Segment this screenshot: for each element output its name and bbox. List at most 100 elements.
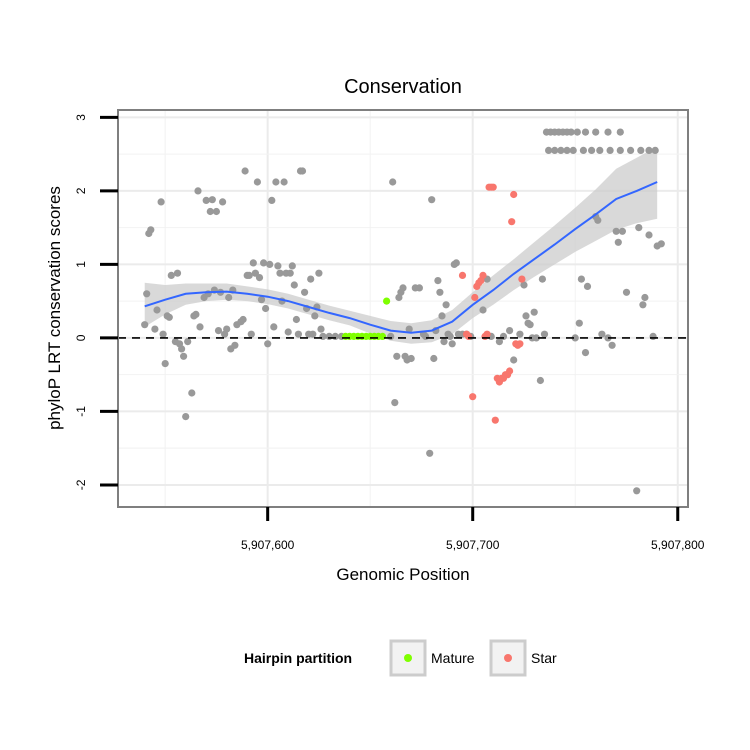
data-point-other <box>571 334 579 342</box>
data-point-other <box>616 128 624 136</box>
data-point-other <box>569 146 577 154</box>
data-point-other <box>257 296 266 304</box>
data-point-other <box>249 259 257 267</box>
data-point-other <box>391 399 399 407</box>
data-point-other <box>506 327 514 335</box>
data-point-other <box>551 146 559 154</box>
data-point-other <box>161 360 169 368</box>
y-axis-title: phyloP LRT conservation scores <box>45 186 64 430</box>
data-point-other <box>583 282 592 290</box>
data-point-other <box>594 216 602 224</box>
legend-label-mature: Mature <box>431 650 475 666</box>
data-point-other <box>606 146 614 154</box>
x-tick-label: 5,907,600 <box>241 538 295 552</box>
data-point-other <box>262 304 270 313</box>
data-point-other <box>452 259 460 267</box>
data-point-other <box>434 277 442 285</box>
data-point-other <box>592 128 600 136</box>
data-point-other <box>182 413 190 421</box>
data-point-other <box>270 323 278 331</box>
data-point-other <box>272 178 280 186</box>
data-point-other <box>165 313 173 321</box>
data-point-other <box>188 389 196 397</box>
data-point-other <box>274 262 282 270</box>
data-point-other <box>538 275 547 283</box>
data-point-other <box>290 281 298 289</box>
data-point-other <box>510 356 518 364</box>
data-point-mature <box>383 297 391 305</box>
data-point-other <box>214 327 223 335</box>
data-point-star <box>518 275 526 283</box>
legend-key-mature-dot <box>404 654 412 662</box>
data-point-other <box>319 332 327 340</box>
legend-title: Hairpin partition <box>244 650 352 666</box>
data-point-other <box>581 128 590 136</box>
data-point-other <box>253 178 261 186</box>
data-point-other <box>225 293 233 302</box>
data-point-other <box>577 275 586 283</box>
y-tick-label: 2 <box>74 187 88 194</box>
data-point-other <box>143 290 151 298</box>
data-point-other <box>286 269 294 277</box>
data-point-other <box>245 271 253 279</box>
data-point-other <box>657 240 665 248</box>
data-point-other <box>288 262 296 270</box>
data-point-other <box>311 312 319 320</box>
data-point-other <box>173 269 182 277</box>
data-point-mature <box>378 332 387 340</box>
data-point-other <box>604 128 612 136</box>
y-axis: -2 -1 0 1 2 3 <box>74 114 118 490</box>
data-point-other <box>393 352 401 360</box>
data-point-other <box>151 325 159 333</box>
scatter-points <box>141 128 665 495</box>
confidence-ribbon-layer <box>144 146 658 344</box>
data-point-other <box>645 231 653 239</box>
data-point-other <box>276 269 284 277</box>
data-point-star <box>483 330 491 338</box>
data-point-other <box>405 325 413 333</box>
data-point-star <box>489 183 497 191</box>
data-point-star <box>506 367 514 375</box>
x-axis-title: Genomic Position <box>336 565 469 584</box>
data-point-other <box>522 312 530 320</box>
data-point-other <box>567 128 575 136</box>
data-point-other <box>428 196 436 204</box>
data-point-other <box>612 227 620 235</box>
data-point-other <box>157 198 165 206</box>
data-point-star <box>508 218 516 226</box>
smooth-confidence-ribbon <box>144 146 658 344</box>
data-point-other <box>573 128 581 136</box>
data-point-star <box>469 393 477 401</box>
data-point-other <box>399 284 407 292</box>
x-tick-label: 5,907,700 <box>446 538 500 552</box>
data-point-other <box>516 330 524 338</box>
data-point-other <box>212 207 220 216</box>
x-axis: 5,907,600 5,907,700 5,907,800 <box>241 507 705 552</box>
data-point-other <box>268 196 276 204</box>
data-point-other <box>266 260 274 268</box>
data-point-other <box>540 330 549 338</box>
data-point-other <box>317 325 325 333</box>
data-point-other <box>639 301 647 309</box>
data-point-other <box>159 330 167 338</box>
y-tick-label: 3 <box>74 114 88 121</box>
data-point-other <box>575 319 583 327</box>
data-point-other <box>649 332 657 340</box>
data-point-other <box>446 332 454 340</box>
data-point-other <box>184 338 192 346</box>
data-point-other <box>627 146 635 154</box>
data-point-other <box>581 349 590 357</box>
data-point-other <box>608 341 616 349</box>
data-point-other <box>651 146 659 154</box>
data-point-other <box>557 146 565 154</box>
data-point-other <box>141 321 149 329</box>
data-point-other <box>147 226 155 234</box>
data-point-other <box>284 328 292 336</box>
data-point-star <box>458 271 467 279</box>
data-point-other <box>389 178 397 186</box>
data-point-star <box>471 293 479 302</box>
data-point-other <box>264 340 272 348</box>
data-point-other <box>223 325 231 333</box>
data-point-other <box>331 332 339 340</box>
